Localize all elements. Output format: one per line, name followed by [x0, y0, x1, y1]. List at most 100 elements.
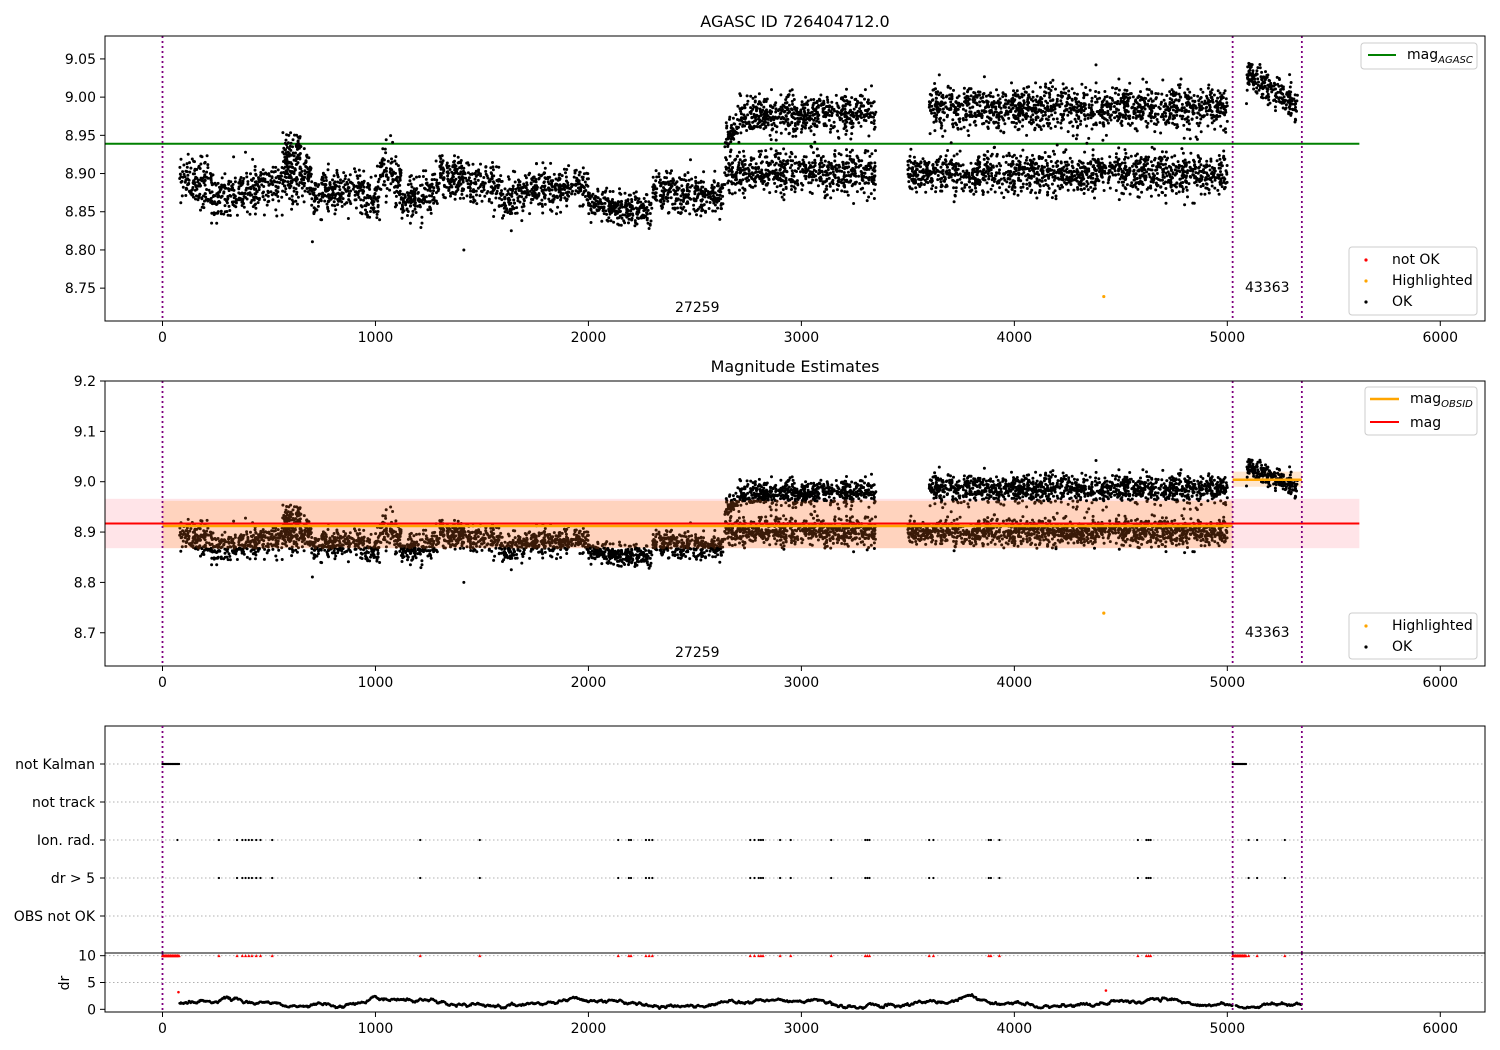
data-point-ok: [1051, 149, 1055, 153]
data-point-ok: [637, 197, 641, 201]
data-point-ok: [1159, 159, 1163, 163]
data-point-ok: [316, 185, 320, 188]
data-point-ok: [742, 117, 746, 121]
data-point-ok: [547, 197, 551, 201]
data-point-ok: [187, 181, 191, 185]
data-point-ok: [770, 123, 774, 127]
data-point-ok: [364, 208, 367, 212]
data-point-ok: [749, 94, 753, 98]
data-point-ok: [291, 145, 294, 149]
data-point-ok: [847, 180, 851, 184]
data-point-ok: [1114, 163, 1118, 167]
data-point-ok: [828, 182, 832, 186]
data-point-ok: [954, 186, 958, 190]
data-point-ok: [947, 176, 951, 179]
data-point-ok: [762, 187, 766, 191]
data-point-ok: [725, 126, 729, 130]
data-point-ok: [1167, 179, 1171, 182]
data-point-ok: [1115, 160, 1119, 164]
data-point-ok: [734, 175, 738, 179]
data-point-ok: [852, 160, 855, 164]
data-point-ok: [303, 189, 307, 193]
data-point-ok: [391, 140, 395, 144]
data-point-ok: [720, 184, 724, 188]
data-point-ok: [711, 209, 715, 213]
data-point-ok: [859, 93, 863, 97]
data-point-ok: [567, 164, 571, 168]
data-point-ok: [627, 221, 630, 225]
data-point-ok: [723, 141, 727, 145]
data-point-ok: [593, 204, 597, 208]
data-point-ok: [246, 182, 250, 186]
data-point-ok: [581, 175, 585, 179]
data-point-ok: [1086, 188, 1090, 192]
data-point-ok: [1149, 194, 1153, 198]
data-point-ok: [985, 160, 989, 164]
data-point-ok: [374, 174, 378, 178]
data-point-ok: [1091, 171, 1095, 175]
data-point-ok: [757, 121, 761, 124]
data-point-ok: [336, 191, 340, 195]
data-point-ok: [872, 197, 876, 200]
data-point-ok: [529, 201, 533, 205]
data-point-ok: [845, 190, 849, 194]
data-point-ok: [981, 189, 985, 193]
data-point-ok: [832, 107, 836, 111]
data-point-ok: [861, 186, 865, 190]
data-point-ok: [449, 194, 452, 198]
data-point-ok: [1174, 192, 1178, 195]
data-point-ok: [1160, 150, 1164, 154]
data-point-ok: [679, 212, 683, 215]
data-point-ok: [353, 170, 357, 174]
data-point-ok: [851, 121, 855, 125]
data-point-ok: [769, 147, 773, 151]
data-point-ok: [729, 129, 733, 133]
data-point-ok: [1209, 159, 1213, 163]
data-point-ok: [322, 193, 326, 197]
data-point-ok: [838, 169, 842, 173]
data-point-ok: [845, 129, 849, 133]
data-point-ok: [818, 99, 822, 103]
data-point-ok: [394, 162, 398, 166]
data-point-ok: [930, 179, 934, 183]
data-point-ok: [516, 196, 520, 200]
data-point-ok: [340, 200, 344, 204]
data-point-ok: [362, 198, 365, 202]
data-point-ok: [357, 181, 361, 185]
data-point-ok: [784, 181, 788, 185]
data-point-ok: [696, 186, 700, 190]
data-point-ok: [418, 203, 422, 207]
data-point-ok: [1184, 163, 1188, 167]
data-point-ok: [440, 154, 444, 158]
data-point-ok: [828, 184, 832, 188]
data-point-ok: [289, 179, 293, 183]
data-point-ok: [850, 132, 854, 136]
data-point-ok: [333, 184, 337, 188]
data-point-ok: [228, 209, 232, 212]
data-point-ok: [535, 162, 538, 165]
data-point-ok: [806, 103, 809, 107]
data-point-ok: [429, 189, 432, 193]
data-point-ok: [773, 163, 777, 167]
data-point-ok: [426, 200, 430, 204]
data-point-ok: [1081, 175, 1085, 178]
data-point-ok: [179, 201, 183, 205]
data-point-ok: [767, 163, 771, 166]
data-point-ok: [654, 179, 658, 183]
data-point-ok: [338, 181, 342, 185]
data-point-ok: [809, 164, 812, 167]
data-point-ok: [714, 199, 718, 203]
data-point-ok: [856, 99, 859, 103]
data-point-ok: [311, 187, 315, 191]
data-point-ok: [947, 162, 951, 166]
data-point-ok: [351, 187, 355, 191]
data-point-ok: [1166, 156, 1170, 160]
data-point-ok: [642, 197, 646, 200]
data-point-ok: [769, 138, 773, 142]
data-point-ok: [852, 202, 856, 205]
data-point-ok: [457, 175, 461, 179]
data-point-ok: [795, 109, 799, 113]
data-point-ok: [284, 187, 288, 191]
data-point-ok: [815, 119, 819, 123]
data-point-ok: [843, 107, 847, 111]
